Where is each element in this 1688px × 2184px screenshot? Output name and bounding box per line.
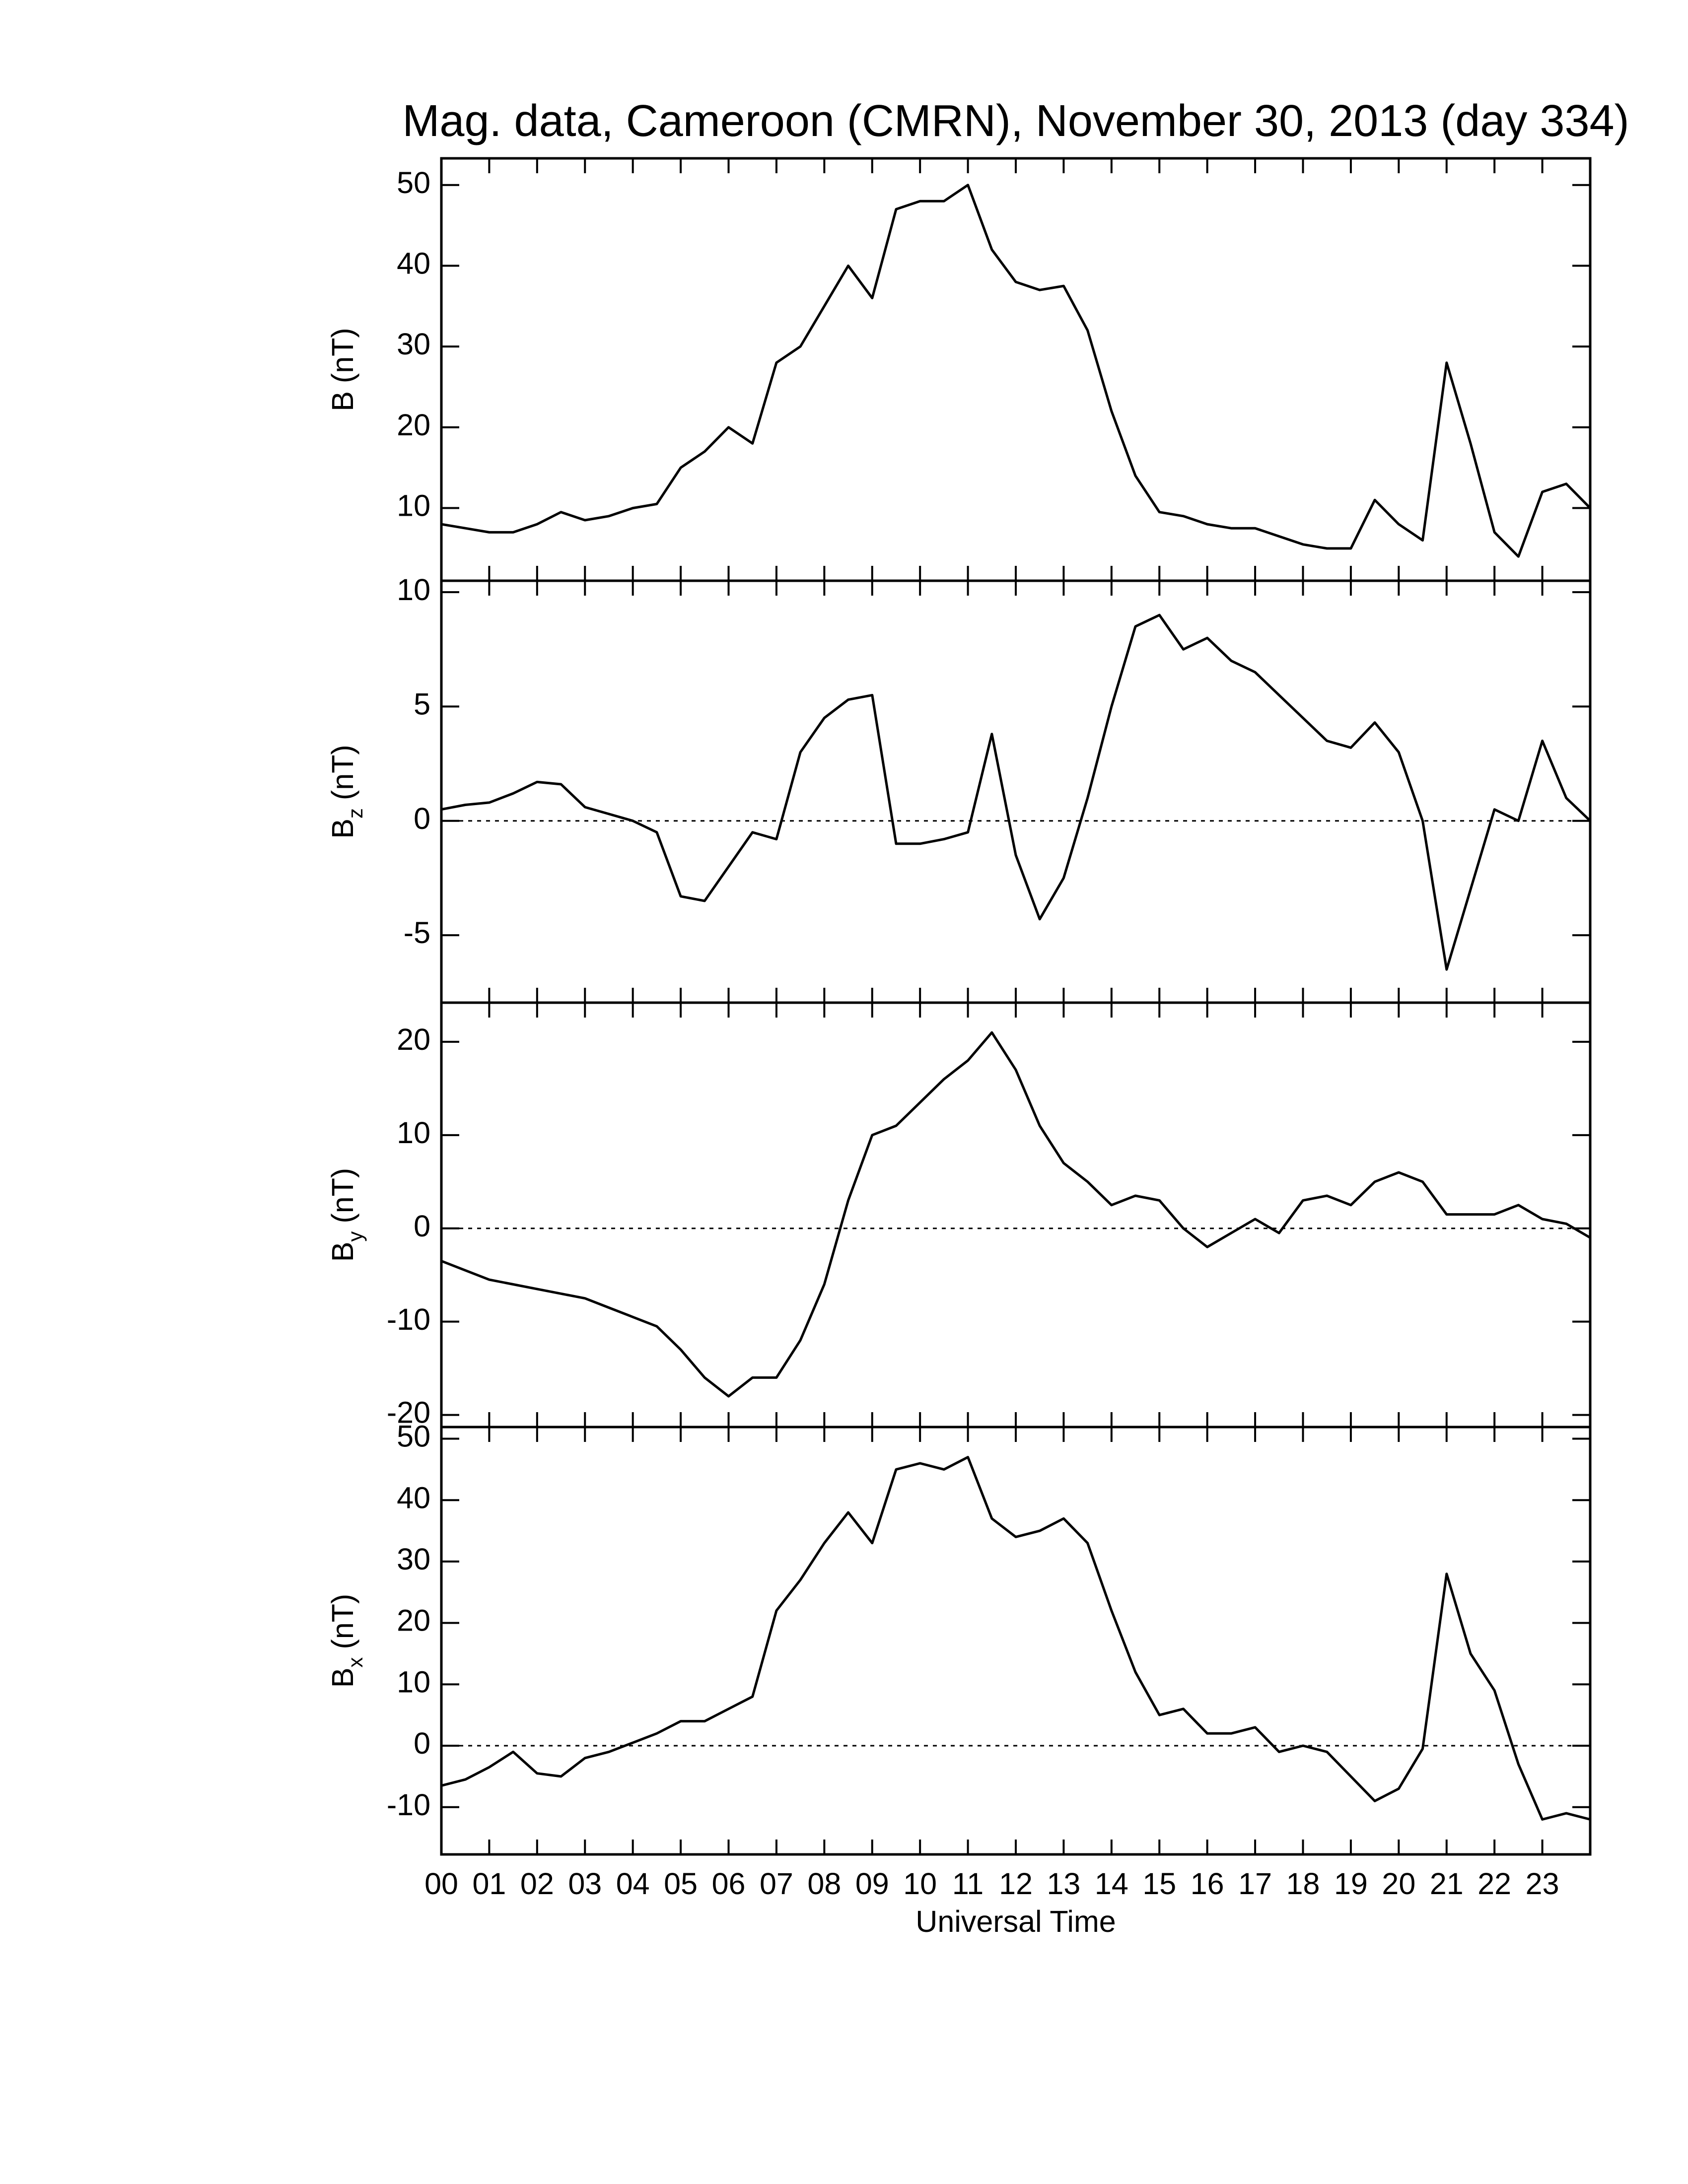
y-tick-label: -10 bbox=[387, 1302, 430, 1336]
plot-frame bbox=[440, 1426, 1592, 1856]
y-tick-label: 30 bbox=[397, 1542, 430, 1576]
x-tick-label: 16 bbox=[1191, 1867, 1224, 1901]
y-axis-label: B (nT) bbox=[326, 328, 359, 411]
y-label-base: B bbox=[326, 391, 359, 411]
x-tick-label: 19 bbox=[1334, 1867, 1368, 1901]
x-tick-label: 20 bbox=[1382, 1867, 1415, 1901]
y-label-unit: (nT) bbox=[326, 328, 359, 383]
data-line bbox=[441, 184, 1591, 558]
y-tick-label: 40 bbox=[397, 247, 430, 280]
x-tick-label: 14 bbox=[1095, 1867, 1128, 1901]
y-tick-label: 0 bbox=[414, 802, 430, 835]
y-tick-label: 10 bbox=[397, 489, 430, 523]
x-tick-label: 00 bbox=[424, 1867, 458, 1901]
x-tick-label: 10 bbox=[903, 1867, 937, 1901]
y-tick-label: -5 bbox=[404, 916, 430, 950]
x-tick-label: 06 bbox=[712, 1867, 746, 1901]
y-tick-label: 30 bbox=[397, 327, 430, 361]
y-axis-label: Bx (nT) bbox=[326, 1594, 366, 1688]
x-tick-label: 04 bbox=[616, 1867, 650, 1901]
x-tick-label: 21 bbox=[1430, 1867, 1464, 1901]
x-tick-label: 15 bbox=[1142, 1867, 1176, 1901]
y-tick-label: 0 bbox=[414, 1726, 430, 1760]
data-line bbox=[441, 1456, 1591, 1821]
x-axis-label: Universal Time bbox=[915, 1905, 1116, 1938]
plot-frame bbox=[440, 157, 1592, 582]
x-tick-label: 01 bbox=[472, 1867, 506, 1901]
y-tick-label: 20 bbox=[397, 1604, 430, 1638]
x-tick-label: 11 bbox=[952, 1867, 984, 1901]
y-label-sub: y bbox=[344, 1231, 367, 1242]
y-axis-label: By (nT) bbox=[326, 1168, 366, 1262]
y-tick-label: -20 bbox=[387, 1396, 430, 1430]
y-axis-label: Bz (nT) bbox=[326, 745, 366, 839]
y-tick-label: 5 bbox=[414, 687, 430, 721]
plot-frame bbox=[440, 579, 1592, 1004]
y-tick-label: 40 bbox=[397, 1481, 430, 1514]
y-label-unit: (nT) bbox=[326, 745, 359, 800]
x-tick-label: 17 bbox=[1238, 1867, 1272, 1901]
y-tick-label: 0 bbox=[414, 1209, 430, 1243]
x-tick-label: 07 bbox=[760, 1867, 793, 1901]
x-tick-label: 03 bbox=[568, 1867, 602, 1901]
chart-title: Mag. data, Cameroon (CMRN), November 30,… bbox=[402, 96, 1629, 146]
y-tick-label: 10 bbox=[397, 1665, 430, 1699]
y-tick-label: 10 bbox=[397, 573, 430, 607]
plot-frame bbox=[440, 1001, 1592, 1429]
y-tick-label: 20 bbox=[397, 1023, 430, 1056]
x-tick-label: 09 bbox=[855, 1867, 889, 1901]
data-line bbox=[441, 614, 1591, 971]
y-tick-label: 50 bbox=[397, 166, 430, 200]
y-label-sub: z bbox=[344, 808, 367, 819]
y-label-base: B bbox=[326, 1242, 359, 1262]
x-tick-label: 22 bbox=[1477, 1867, 1511, 1901]
y-label-unit: (nT) bbox=[326, 1594, 359, 1649]
y-tick-label: -10 bbox=[387, 1788, 430, 1822]
y-tick-label: 50 bbox=[397, 1420, 430, 1453]
y-label-base: B bbox=[326, 1668, 359, 1688]
x-tick-label: 13 bbox=[1047, 1867, 1080, 1901]
y-label-sub: x bbox=[344, 1657, 367, 1668]
x-tick-label: 18 bbox=[1286, 1867, 1320, 1901]
x-tick-label: 02 bbox=[520, 1867, 554, 1901]
y-label-base: B bbox=[326, 819, 359, 839]
y-label-unit: (nT) bbox=[326, 1168, 359, 1224]
x-tick-label: 08 bbox=[807, 1867, 841, 1901]
x-tick-label: 12 bbox=[999, 1867, 1033, 1901]
y-tick-label: 20 bbox=[397, 408, 430, 442]
y-tick-label: 10 bbox=[397, 1116, 430, 1150]
x-tick-label: 05 bbox=[664, 1867, 698, 1901]
data-line bbox=[441, 1031, 1591, 1398]
x-tick-label: 23 bbox=[1526, 1867, 1559, 1901]
